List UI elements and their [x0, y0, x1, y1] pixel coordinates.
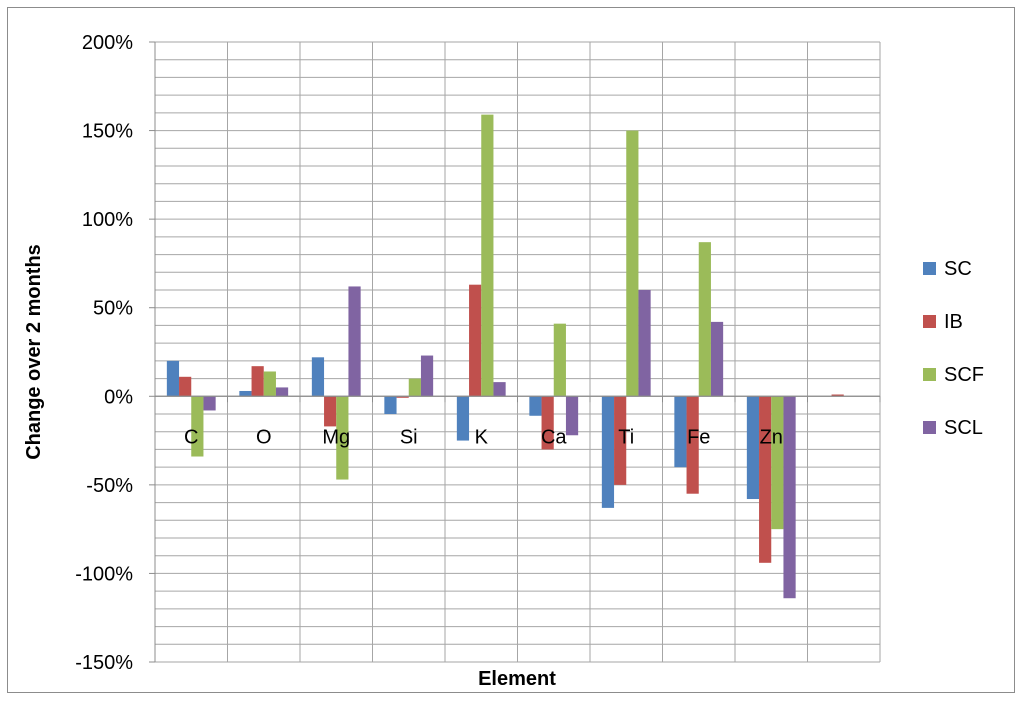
y-tick-label: 50% — [93, 298, 133, 320]
bar-scl-ca — [565, 396, 579, 436]
bar-scf-ca — [553, 323, 566, 397]
bar-scf-fe — [698, 242, 711, 397]
bar-scl-c — [203, 396, 216, 411]
bar-sc-ti — [601, 396, 615, 508]
legend-label-scf: SCF — [944, 364, 984, 386]
y-axis-title: Change over 2 months — [23, 244, 45, 460]
bar-sc-c — [166, 360, 180, 397]
y-tick-label: 200% — [82, 32, 133, 54]
x-tick-label: Zn — [760, 426, 783, 448]
bar-scl-mg — [348, 286, 361, 397]
legend-swatch-scl — [923, 421, 936, 434]
bar-ib-blank — [831, 394, 844, 397]
bar-sc-o — [239, 390, 252, 397]
bar-scf-o — [263, 371, 276, 397]
x-axis-title: Element — [478, 668, 556, 690]
y-tick-label: -50% — [86, 475, 133, 497]
bar-ib-zn — [759, 396, 772, 563]
bar-ib-o — [251, 366, 264, 397]
x-tick-label: Fe — [687, 426, 710, 448]
legend-label-ib: IB — [944, 311, 963, 333]
grid — [154, 41, 881, 663]
bar-scf-ti — [626, 130, 639, 397]
bar-ib-mg — [324, 396, 337, 427]
y-tick-label: 100% — [82, 209, 133, 231]
legend-swatch-scf — [923, 368, 936, 381]
chart-frame — [7, 7, 1015, 693]
bars — [166, 114, 844, 599]
bar-sc-k — [456, 396, 470, 441]
bar-scf-c — [191, 396, 204, 457]
bar-ib-ca — [541, 396, 554, 450]
bar-scf-zn — [771, 396, 784, 530]
x-tick-label: O — [256, 426, 272, 448]
bar-scl-k — [493, 382, 506, 397]
bar-ib-c — [179, 376, 192, 397]
axes — [149, 41, 881, 663]
bar-scf-k — [481, 114, 494, 397]
legend-label-sc: SC — [944, 258, 972, 280]
labels: 200% 150% 100% 50% 0% -50% -100% -150% C O Mg Si K Ca… — [75, 32, 783, 674]
bar-sc-si — [384, 396, 397, 414]
legend-swatch-ib — [923, 315, 936, 328]
bar-ib-k — [469, 284, 482, 397]
x-tick-label: K — [475, 426, 489, 448]
bar-scl-si — [420, 355, 434, 397]
x-tick-label: C — [184, 426, 198, 448]
legend-swatch-sc — [923, 262, 936, 275]
x-tick-label: Mg — [322, 426, 350, 448]
bar-scf-mg — [336, 396, 349, 480]
bar-sc-ca — [529, 396, 542, 416]
bar-scl-fe — [710, 321, 724, 397]
bar-scl-ti — [638, 290, 651, 397]
bar-scl-zn — [783, 396, 796, 599]
bar-sc-fe — [674, 396, 687, 468]
x-tick-label: Si — [400, 426, 418, 448]
y-tick-label: 150% — [82, 121, 133, 143]
bar-sc-mg — [311, 357, 325, 397]
bar-scf-si — [408, 378, 421, 397]
y-tick-label: 0% — [104, 386, 133, 408]
bar-ib-si — [396, 396, 409, 398]
x-tick-label: Ca — [541, 426, 567, 448]
legend: SC IB SCF SCL — [923, 258, 984, 439]
y-tick-label: -150% — [75, 652, 133, 674]
bar-sc-zn — [746, 396, 760, 500]
x-tick-label: Ti — [618, 426, 634, 448]
y-tick-label: -100% — [75, 563, 133, 585]
bar-ib-ti — [614, 396, 627, 485]
bar-ib-fe — [686, 396, 699, 494]
legend-label-scl: SCL — [944, 417, 983, 439]
bar-scl-o — [275, 387, 289, 397]
